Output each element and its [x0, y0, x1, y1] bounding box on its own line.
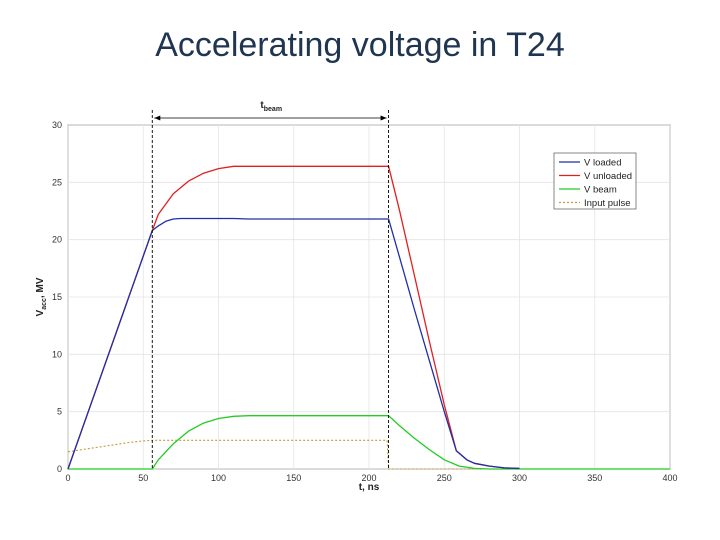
y-axis-label-unit: , MV — [35, 277, 46, 298]
x-tick-label: 150 — [286, 473, 301, 483]
grid-lines — [67, 124, 671, 470]
y-tick-label: 30 — [52, 120, 62, 130]
x-tick-label: 0 — [65, 473, 70, 483]
y-tick-label: 15 — [52, 292, 62, 302]
y-tick-label: 20 — [52, 235, 62, 245]
legend-entry-label: V beam — [584, 185, 617, 196]
beam-label-main: t — [260, 100, 264, 111]
beam-label-sub: beam — [264, 106, 282, 113]
x-ticks: 0 50 100 150 200 250 300 350 400 — [65, 473, 677, 483]
y-ticks: 0 5 10 15 20 25 30 — [52, 120, 62, 474]
beam-arrow-right-head — [380, 115, 387, 121]
y-axis-label: Vacc, MV — [35, 277, 48, 316]
x-tick-label: 100 — [211, 473, 226, 483]
y-axis-label-main: V — [35, 309, 46, 316]
y-tick-label: 5 — [57, 407, 62, 417]
x-tick-label: 250 — [437, 473, 452, 483]
x-tick-label: 200 — [361, 473, 376, 483]
legend: V loaded V unloaded V beam Input pulse — [553, 152, 637, 210]
beam-arrow-left-head — [154, 115, 161, 121]
x-tick-label: 400 — [662, 473, 677, 483]
y-tick-label: 25 — [52, 177, 62, 187]
x-tick-label: 350 — [587, 473, 602, 483]
slide-title: Accelerating voltage in T24 — [155, 26, 565, 64]
x-axis-label: t, ns — [359, 482, 380, 493]
legend-entry-label: V unloaded — [584, 171, 632, 182]
legend-entry-label: V loaded — [584, 158, 622, 169]
y-axis-label-sub: acc — [41, 298, 48, 310]
series-line-input-pulse — [67, 439, 670, 470]
legend-entry-label: Input pulse — [584, 198, 630, 209]
series-lines — [67, 165, 670, 470]
y-tick-label: 10 — [52, 349, 62, 359]
x-tick-label: 300 — [512, 473, 527, 483]
series-line-v-beam — [68, 415, 670, 470]
series-line-v-loaded — [67, 217, 520, 470]
beam-label: tbeam — [260, 100, 282, 113]
y-tick-label: 0 — [57, 464, 62, 474]
x-tick-label: 50 — [138, 473, 148, 483]
beam-annotation: tbeam — [151, 100, 390, 469]
